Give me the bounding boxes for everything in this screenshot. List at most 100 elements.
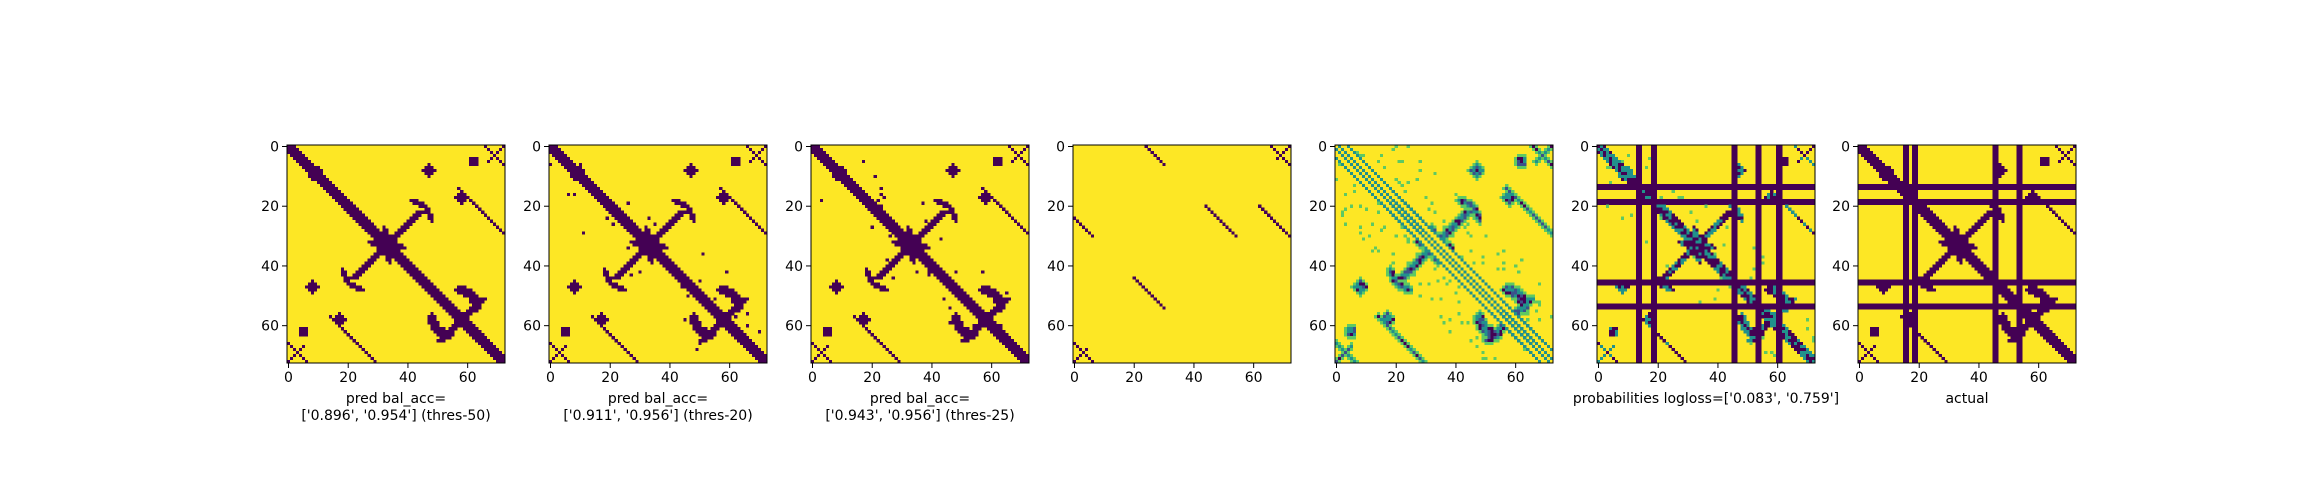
heatmap-cell — [1391, 321, 1395, 325]
heatmap-cell — [891, 261, 895, 265]
heatmap-cell — [1737, 198, 1741, 202]
heatmap-cell — [355, 219, 359, 223]
heatmap-cell — [822, 333, 827, 337]
heatmap-cell — [1755, 198, 1759, 202]
heatmap-cell — [1475, 312, 1479, 316]
heatmap-cell — [415, 198, 419, 202]
heatmap-cell — [1728, 303, 1732, 307]
heatmap-cell — [1397, 273, 1401, 277]
heatmap-cell — [1779, 195, 1783, 199]
heatmap-cell — [1421, 243, 1425, 247]
heatmap-cell — [1430, 201, 1434, 205]
heatmap-cell — [569, 168, 574, 173]
heatmap-cell — [496, 150, 500, 155]
heatmap-cell — [560, 159, 565, 164]
heatmap-cell — [1731, 174, 1735, 178]
heatmap-cell — [1725, 303, 1729, 307]
heatmap-cell — [1394, 285, 1398, 289]
heatmap-cell — [822, 150, 827, 155]
heatmap-cell — [373, 252, 377, 256]
heatmap-cell — [728, 327, 732, 331]
heatmap-cell — [1002, 336, 1006, 340]
heatmap-cell — [346, 207, 350, 211]
heatmap-cell — [1611, 279, 1616, 283]
heatmap-cell — [1794, 282, 1798, 286]
y-tick-label: 0 — [532, 139, 541, 155]
heatmap-cell — [1734, 294, 1738, 298]
heatmap-cell — [1722, 213, 1726, 217]
heatmap-cell — [1809, 306, 1813, 310]
heatmap-cell — [1623, 288, 1628, 292]
heatmap-cell — [1635, 186, 1639, 190]
heatmap-cell — [1629, 198, 1633, 202]
heatmap-cell — [307, 174, 312, 178]
heatmap-cell — [343, 330, 347, 334]
heatmap-cell — [1511, 333, 1515, 337]
heatmap-cell — [936, 273, 940, 277]
heatmap-cell — [1776, 168, 1780, 173]
heatmap-cell — [963, 336, 967, 340]
heatmap-cell — [1761, 330, 1765, 334]
heatmap-cell — [1442, 240, 1446, 244]
heatmap-cell — [1358, 276, 1363, 280]
heatmap-cell — [1550, 145, 1554, 149]
heatmap-cell — [1695, 183, 1699, 187]
heatmap-cell — [1773, 318, 1777, 322]
heatmap-cell — [981, 195, 985, 199]
heatmap-cell — [1722, 186, 1726, 190]
heatmap-cell — [909, 252, 913, 256]
heatmap-cell — [978, 309, 982, 313]
heatmap-cell — [1460, 210, 1464, 214]
heatmap-cell — [454, 288, 458, 292]
heatmap-cell — [1779, 327, 1783, 331]
heatmap-cell — [421, 201, 425, 205]
heatmap-cell — [1779, 249, 1783, 253]
heatmap-cell — [1650, 330, 1654, 334]
heatmap-cell — [632, 231, 636, 235]
heatmap-cell — [683, 285, 687, 289]
heatmap-cell — [1340, 354, 1345, 358]
heatmap-cell — [1403, 342, 1407, 346]
heatmap-cell — [954, 168, 958, 173]
heatmap-cell — [1632, 183, 1636, 187]
heatmap-cell — [1755, 159, 1759, 164]
heatmap-cell — [996, 303, 1000, 307]
heatmap-cell — [1544, 147, 1548, 152]
heatmap-cell — [671, 267, 675, 271]
heatmap-cell — [1746, 303, 1750, 307]
heatmap-cell — [1794, 183, 1798, 187]
heatmap-cell — [1481, 336, 1485, 340]
heatmap-cell — [1731, 306, 1735, 310]
heatmap-cell — [331, 186, 335, 190]
heatmap-cell — [325, 177, 329, 181]
heatmap-cell — [1517, 270, 1521, 274]
heatmap-cell — [671, 273, 675, 277]
heatmap-cell — [1677, 201, 1681, 205]
heatmap-cell — [659, 228, 663, 232]
heatmap-cell — [487, 342, 491, 346]
heatmap-cell — [578, 174, 582, 178]
heatmap-cell — [1514, 321, 1518, 325]
heatmap-cell — [1806, 282, 1810, 286]
heatmap-cell — [1692, 240, 1696, 244]
heatmap-cell — [1014, 156, 1018, 161]
heatmap-cell — [924, 225, 928, 229]
heatmap-cell — [1683, 282, 1687, 286]
heatmap-cell — [400, 255, 404, 259]
heatmap-cell — [1755, 306, 1759, 310]
heatmap-cell — [1424, 360, 1428, 364]
heatmap-cell — [906, 240, 910, 244]
heatmap-cell — [1358, 180, 1363, 184]
heatmap-cell — [1731, 210, 1735, 214]
heatmap-cell — [647, 234, 651, 238]
heatmap-cell — [990, 195, 994, 199]
heatmap-cell — [1695, 234, 1699, 238]
heatmap-cell — [1650, 318, 1654, 322]
heatmap-cell — [1776, 243, 1780, 247]
heatmap-cell — [620, 222, 624, 226]
heatmap-cell — [728, 288, 732, 292]
heatmap-cell — [1623, 201, 1628, 205]
heatmap-cell — [1635, 288, 1639, 292]
heatmap-cell — [1538, 159, 1542, 164]
heatmap-cell — [900, 234, 904, 238]
